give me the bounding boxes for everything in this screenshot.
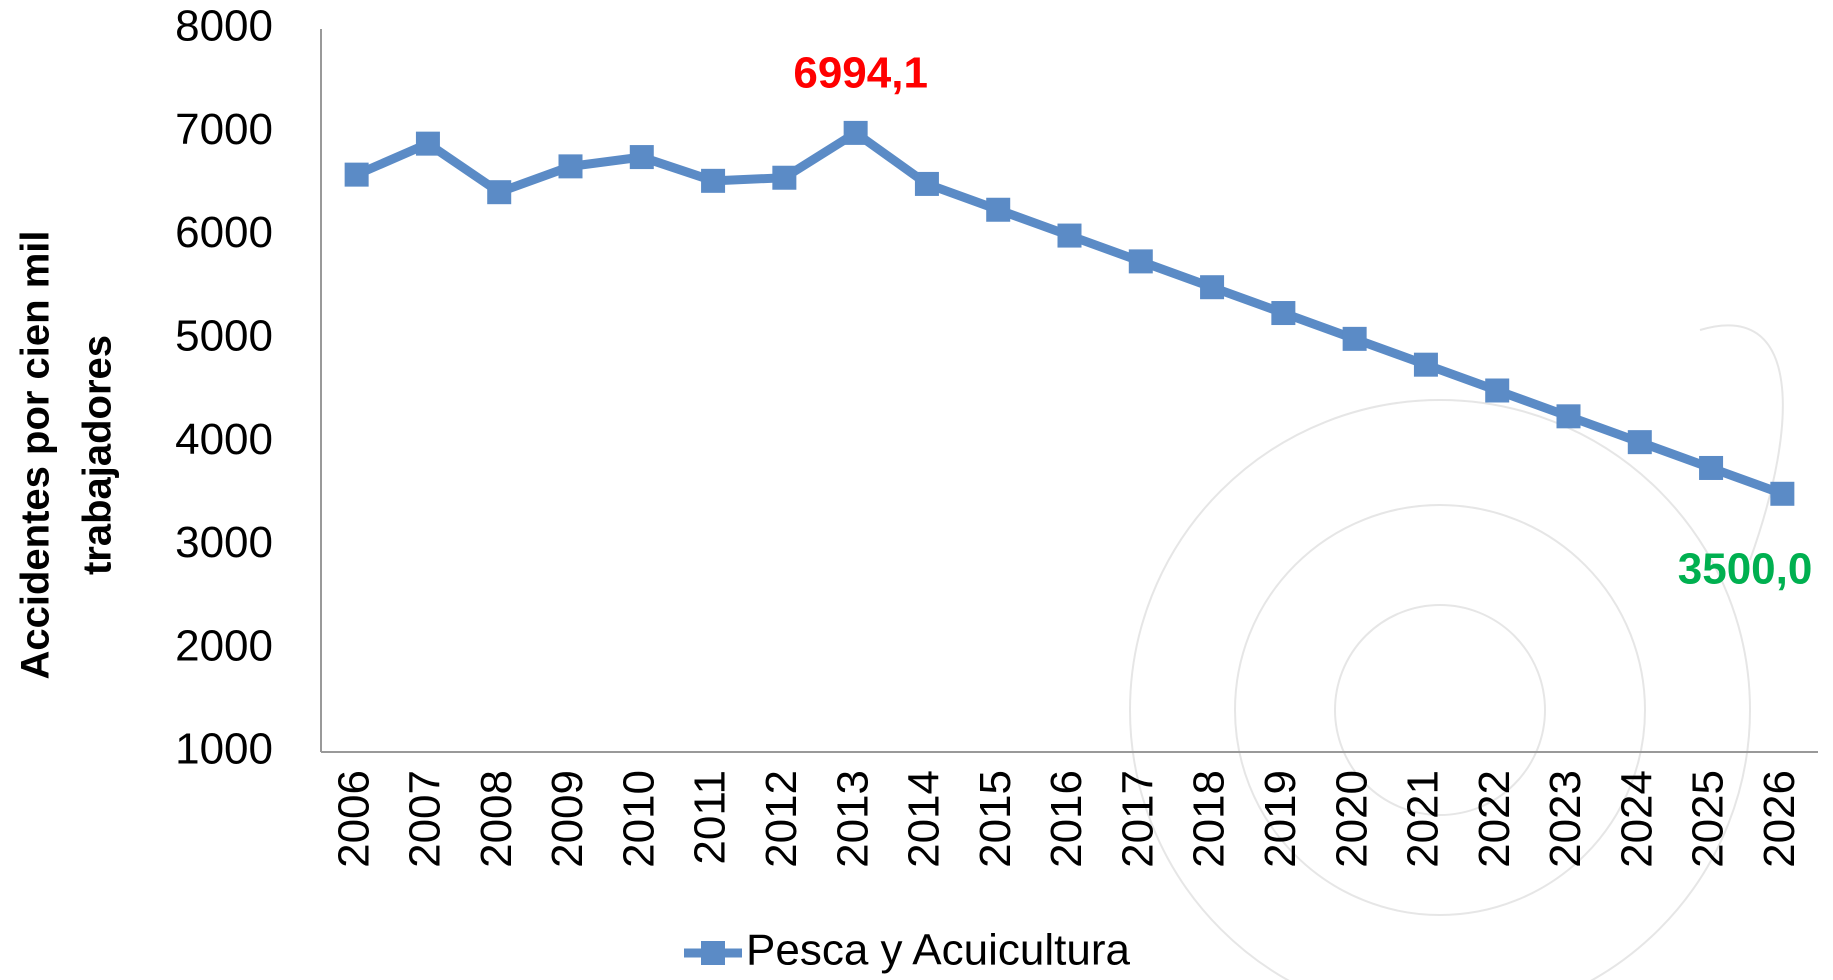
x-tick-label: 2017 [1113, 770, 1162, 868]
marker [1129, 249, 1153, 273]
marker [1699, 456, 1723, 480]
y-axis-label: trabajadores [76, 335, 120, 575]
y-tick-label: 2000 [175, 621, 273, 670]
marker [1271, 301, 1295, 325]
x-tick-label: 2019 [1256, 770, 1305, 868]
marker [1414, 353, 1438, 377]
x-tick-label: 2012 [757, 770, 806, 868]
marker [559, 154, 583, 178]
x-tick-label: 2010 [614, 770, 663, 868]
background-decoration [1130, 325, 1783, 980]
legend-marker [701, 941, 725, 965]
y-tick-label: 3000 [175, 518, 273, 567]
x-tick-label: 2007 [401, 770, 450, 868]
marker [1058, 224, 1082, 248]
series-line [357, 133, 1783, 494]
marker [1343, 327, 1367, 351]
x-tick-label: 2022 [1470, 770, 1519, 868]
marker [345, 163, 369, 187]
y-tick-label: 1000 [175, 725, 273, 774]
legend-label: Pesca y Acuicultura [746, 926, 1130, 975]
data-label: 3500,0 [1678, 544, 1813, 593]
x-tick-label: 2024 [1612, 770, 1661, 868]
x-tick-label: 2008 [472, 770, 521, 868]
x-tick-label: 2015 [971, 770, 1020, 868]
marker [1557, 404, 1581, 428]
marker [416, 132, 440, 156]
marker [701, 169, 725, 193]
x-tick-label: 2014 [900, 770, 949, 868]
marker [630, 145, 654, 169]
marker [844, 121, 868, 145]
x-tick-label: 2020 [1327, 770, 1376, 868]
x-tick-label: 2026 [1755, 770, 1804, 868]
x-tick-label: 2013 [828, 770, 877, 868]
marker [1628, 430, 1652, 454]
x-tick-label: 2023 [1541, 770, 1590, 868]
y-tick-label: 5000 [175, 311, 273, 360]
y-tick-label: 4000 [175, 415, 273, 464]
y-axis-label: Accidentes por cien mil [14, 230, 58, 679]
chart: Accidentes por cien mil trabajadores 100… [0, 0, 1833, 980]
marker [986, 198, 1010, 222]
data-label: 6994,1 [793, 49, 928, 98]
y-tick-label: 7000 [175, 105, 273, 154]
marker [1770, 482, 1794, 506]
marker [487, 180, 511, 204]
x-tick-label: 2018 [1185, 770, 1234, 868]
x-tick-label: 2021 [1399, 770, 1448, 868]
marker [772, 166, 796, 190]
x-tick-label: 2016 [1042, 770, 1091, 868]
x-tick-label: 2025 [1684, 770, 1733, 868]
x-tick-label: 2009 [543, 770, 592, 868]
marker [1485, 379, 1509, 403]
x-tick-label: 2006 [329, 770, 378, 868]
y-tick-label: 6000 [175, 208, 273, 257]
marker [915, 172, 939, 196]
x-tick-label: 2011 [686, 770, 735, 865]
y-tick-label: 8000 [175, 2, 273, 51]
marker [1200, 275, 1224, 299]
